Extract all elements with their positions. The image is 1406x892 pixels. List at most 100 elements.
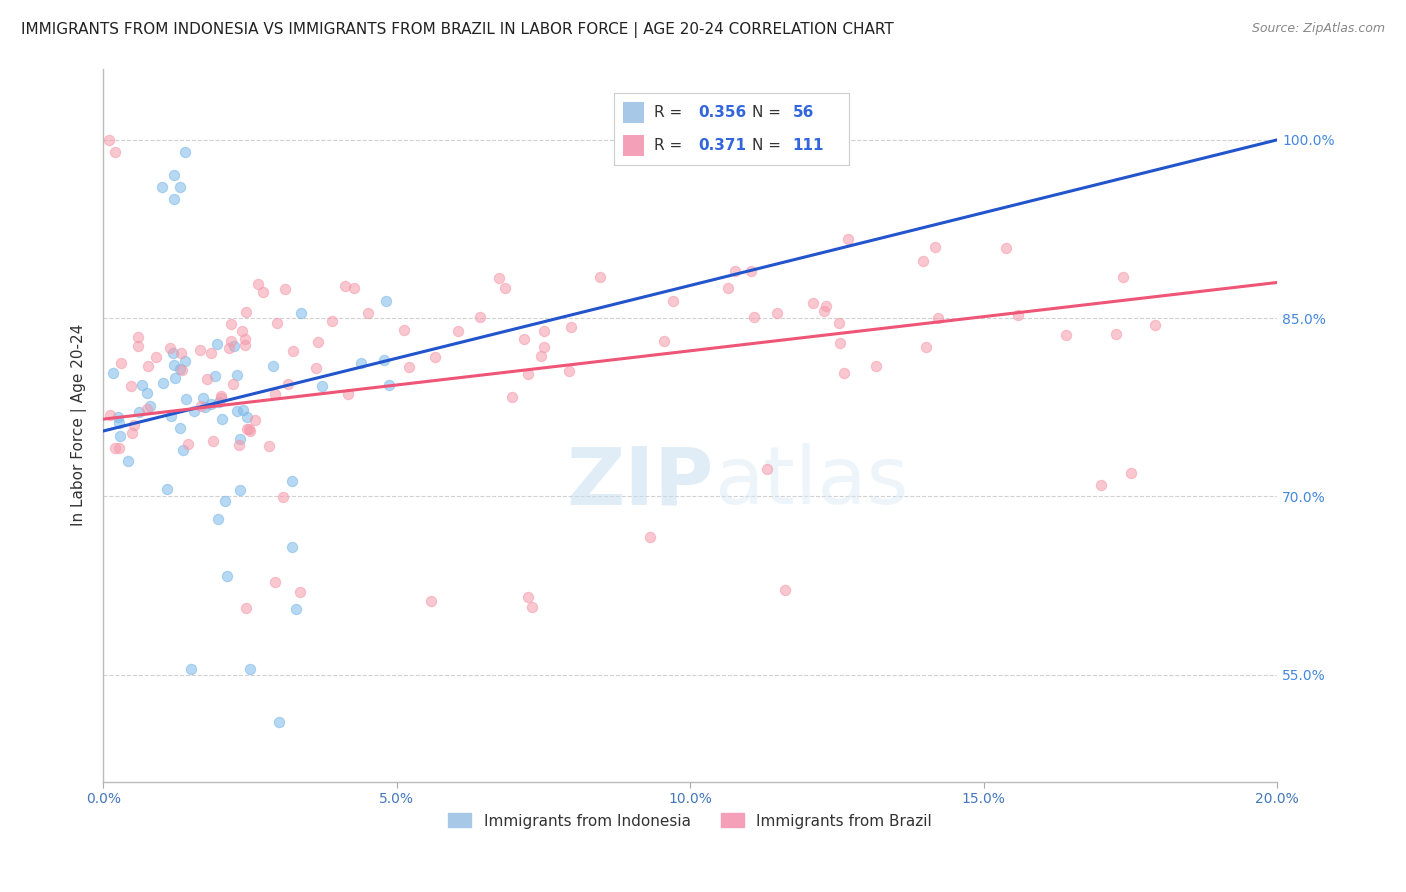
Point — [335, 278, 357, 293]
Point — [530, 349, 553, 363]
Text: R =: R = — [654, 105, 688, 120]
Point — [209, 389, 232, 403]
Point — [107, 441, 129, 455]
Point — [307, 334, 329, 349]
Point — [163, 358, 186, 372]
Point — [217, 569, 239, 583]
Point — [209, 391, 232, 405]
Point — [176, 392, 198, 406]
Point — [174, 354, 197, 368]
Point — [717, 281, 740, 295]
Point — [311, 378, 333, 392]
Point — [104, 145, 127, 159]
Point — [131, 378, 153, 392]
Point — [533, 324, 555, 338]
Point — [865, 359, 887, 373]
Point — [117, 453, 139, 467]
Point — [222, 376, 245, 391]
Point — [501, 390, 523, 404]
Point — [121, 425, 143, 440]
Point — [517, 590, 540, 604]
Point — [259, 439, 281, 453]
Point — [224, 339, 246, 353]
Point — [724, 264, 747, 278]
Point — [766, 306, 789, 320]
Point — [200, 346, 222, 360]
Point — [911, 254, 934, 268]
Point — [813, 304, 835, 318]
Point — [236, 410, 259, 425]
Point — [832, 367, 855, 381]
Point — [150, 180, 173, 194]
Point — [218, 341, 240, 355]
Point — [994, 241, 1017, 255]
Point — [264, 575, 287, 590]
Point — [172, 442, 194, 457]
Point — [277, 376, 299, 391]
Point — [350, 356, 373, 370]
Point — [183, 403, 205, 417]
Point — [285, 602, 308, 616]
Point — [398, 360, 420, 375]
Point — [208, 395, 231, 409]
Point — [243, 413, 266, 427]
Point — [837, 232, 859, 246]
Point — [104, 441, 127, 455]
Point — [160, 409, 183, 424]
Point — [266, 316, 288, 330]
Point — [98, 409, 121, 423]
Point — [1105, 327, 1128, 342]
Point — [138, 399, 160, 413]
Point — [533, 340, 555, 354]
Point — [207, 512, 229, 526]
Point — [773, 583, 796, 598]
Point — [290, 306, 312, 320]
Point — [180, 662, 202, 676]
Point — [229, 432, 252, 446]
Point — [170, 363, 193, 377]
Point — [305, 361, 328, 376]
Point — [281, 475, 304, 489]
Point — [136, 402, 159, 417]
Point — [288, 585, 311, 599]
Point — [1007, 308, 1029, 322]
Point — [283, 343, 305, 358]
Point — [226, 368, 249, 383]
Point — [235, 601, 257, 615]
Point — [1119, 466, 1142, 480]
Point — [375, 294, 398, 309]
Point — [273, 282, 295, 296]
Point — [343, 281, 366, 295]
FancyBboxPatch shape — [623, 135, 644, 156]
Point — [915, 340, 938, 354]
Point — [214, 494, 236, 508]
Point — [163, 192, 186, 206]
Point — [228, 437, 250, 451]
Text: R =: R = — [654, 138, 688, 153]
Point — [159, 342, 181, 356]
Point — [233, 337, 256, 351]
Point — [190, 399, 212, 413]
Point — [169, 421, 191, 435]
Point — [589, 269, 612, 284]
Point — [281, 541, 304, 555]
Point — [321, 314, 343, 328]
Point — [1054, 327, 1077, 342]
Point — [219, 334, 242, 348]
Point — [162, 346, 184, 360]
Point — [239, 662, 262, 676]
Point — [558, 364, 581, 378]
Point — [1143, 318, 1166, 332]
Point — [128, 405, 150, 419]
Text: atlas: atlas — [714, 443, 908, 521]
Point — [110, 356, 132, 370]
Point — [373, 353, 395, 368]
Point — [127, 330, 149, 344]
Text: ZIP: ZIP — [567, 443, 714, 521]
Point — [201, 434, 224, 449]
Point — [169, 362, 191, 376]
Point — [101, 366, 124, 380]
Text: IMMIGRANTS FROM INDONESIA VS IMMIGRANTS FROM BRAZIL IN LABOR FORCE | AGE 20-24 C: IMMIGRANTS FROM INDONESIA VS IMMIGRANTS … — [21, 22, 894, 38]
Point — [801, 295, 824, 310]
Point — [652, 334, 675, 348]
